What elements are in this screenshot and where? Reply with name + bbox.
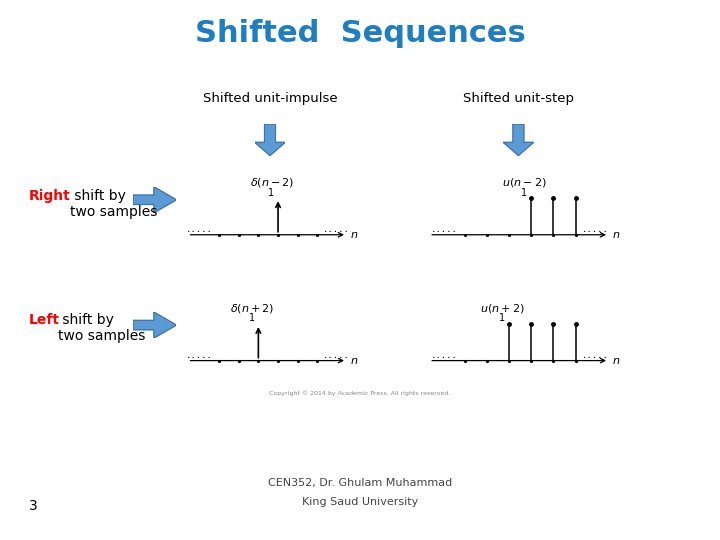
Text: shift by
two samples: shift by two samples (70, 189, 157, 219)
Polygon shape (133, 312, 176, 338)
Text: Shifted  Sequences: Shifted Sequences (194, 19, 526, 48)
Text: Shifted unit-step: Shifted unit-step (463, 92, 574, 105)
Text: 1: 1 (521, 187, 527, 198)
Text: $n$: $n$ (612, 230, 621, 240)
Text: 1: 1 (269, 187, 274, 198)
Text: CEN352, Dr. Ghulam Muhammad: CEN352, Dr. Ghulam Muhammad (268, 478, 452, 488)
Polygon shape (503, 124, 534, 156)
Text: 1: 1 (499, 313, 505, 323)
Text: Left: Left (29, 313, 60, 327)
Text: .....: ..... (582, 225, 609, 234)
Text: .....: ..... (431, 225, 458, 234)
Text: .....: ..... (323, 351, 350, 360)
Text: .....: ..... (582, 351, 609, 360)
Text: $n$: $n$ (350, 230, 358, 240)
Text: $\delta(n+2)$: $\delta(n+2)$ (230, 301, 274, 314)
Text: $n$: $n$ (612, 355, 621, 366)
Text: .....: ..... (431, 351, 458, 360)
Text: $\delta(n-2)$: $\delta(n-2)$ (250, 176, 294, 188)
Text: .....: ..... (186, 351, 213, 360)
Text: $n$: $n$ (350, 355, 358, 366)
Text: Shifted unit-impulse: Shifted unit-impulse (203, 92, 337, 105)
Text: $u(n-2)$: $u(n-2)$ (503, 176, 547, 188)
Text: shift by
two samples: shift by two samples (58, 313, 145, 343)
Polygon shape (255, 124, 285, 156)
Text: Copyright © 2014 by Academic Press. All rights reserved.: Copyright © 2014 by Academic Press. All … (269, 390, 451, 395)
Text: 3: 3 (29, 500, 37, 514)
Text: $u(n+2)$: $u(n+2)$ (480, 301, 525, 314)
Text: .....: ..... (186, 225, 213, 234)
Text: King Saud University: King Saud University (302, 497, 418, 507)
Polygon shape (133, 187, 176, 213)
Text: .....: ..... (323, 225, 350, 234)
Text: Right: Right (29, 189, 71, 203)
Text: 1: 1 (248, 313, 255, 323)
